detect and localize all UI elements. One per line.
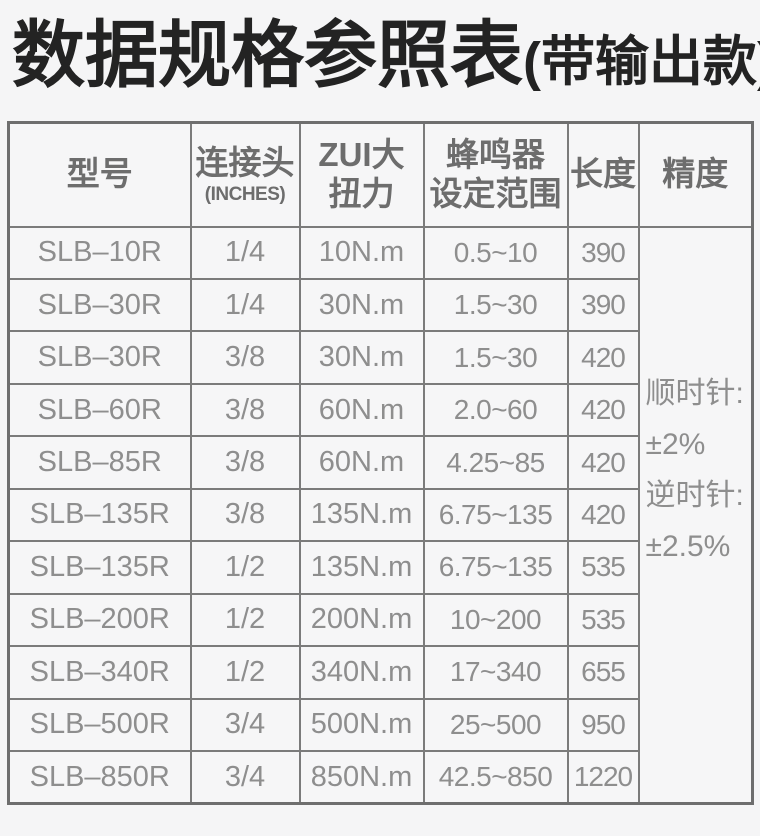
col-header-buzzer-line2: 设定范围 [429,174,562,212]
cell-length: 1220 [566,750,640,805]
col-header-connector-unit: (INCHES) [204,183,286,205]
page-title: 数据规格参照表(带输出款) [12,6,760,112]
precision-line: ±2.5% [645,529,731,563]
cell-model: SLB–500R [7,697,192,753]
cell-connector: 1/2 [189,592,301,648]
cell-connector: 3/8 [189,382,301,438]
table-row: SLB–10R 1/4 10N.m 0.5~10 390 顺时针: ±2% 逆时… [7,225,754,805]
cell-length: 390 [566,225,640,280]
cell-buzzer-range: 1.5~30 [422,330,569,385]
cell-length: 390 [566,277,640,333]
cell-buzzer-range: 2.0~60 [422,382,569,438]
table-row: SLB–500R 3/4 500N.m 25~500 950 [7,697,753,753]
cell-torque: 500N.m [298,697,425,753]
cell-connector: 1/2 [189,645,301,700]
col-header-connector: 连接头 (INCHES) [189,121,301,228]
cell-torque: 30N.m [298,277,425,333]
table-row: SLB–850R 3/4 850N.m 42.5~850 1220 [7,750,753,805]
cell-length: 420 [566,435,640,490]
cell-length: 420 [566,382,640,438]
cell-buzzer-range: 0.5~10 [422,225,569,280]
col-header-torque-line2: 扭力 [328,174,395,212]
cell-length: 420 [566,487,640,543]
page-title-suffix: (带输出款) [523,32,760,92]
cell-model: SLB–850R [7,750,192,805]
header-row: 型号 连接头 (INCHES) ZUI大 扭力 蜂鸣器 设定范围 长度 精度 [7,121,754,228]
cell-model: SLB–85R [7,435,192,490]
cell-model: SLB–30R [7,277,192,333]
cell-torque: 135N.m [298,487,425,543]
col-header-model-label: 型号 [66,155,133,193]
spec-table: 型号 连接头 (INCHES) ZUI大 扭力 蜂鸣器 设定范围 长度 精度 SLB–… [7,121,754,805]
cell-connector: 3/8 [189,435,301,490]
table-row: SLB–200R 1/2 200N.m 10~200 535 [7,592,753,648]
cell-model: SLB–30R [7,330,192,385]
precision-line: 逆时针: [645,478,744,512]
table-row: SLB–85R 3/8 60N.m 4.25~85 420 [7,435,753,490]
table-row: SLB–135R 1/2 135N.m 6.75~135 535 [7,540,753,595]
col-header-precision: 精度 [637,121,754,228]
cell-torque: 10N.m [298,225,425,280]
cell-length: 420 [566,330,640,385]
cell-buzzer-range: 42.5~850 [422,750,569,805]
table-row: SLB–30R 3/8 30N.m 1.5~30 420 [7,330,753,385]
cell-buzzer-range: 25~500 [422,697,569,753]
cell-buzzer-range: 6.75~135 [422,540,569,595]
table-row: SLB–60R 3/8 60N.m 2.0~60 420 [7,382,753,438]
cell-length: 655 [566,645,640,700]
cell-connector: 1/4 [189,277,301,333]
cell-connector: 3/4 [189,697,301,753]
cell-connector: 1/4 [189,225,301,280]
col-header-connector-label: 连接头 [195,143,295,181]
cell-model: SLB–60R [7,382,192,438]
cell-torque: 30N.m [298,330,425,385]
table-row: SLB–135R 3/8 135N.m 6.75~135 420 [7,487,753,543]
cell-connector: 3/8 [189,330,301,385]
col-header-length: 长度 [566,121,640,228]
cell-precision-note: 顺时针: ±2% 逆时针: ±2.5% [637,225,754,805]
cell-torque: 60N.m [298,435,425,490]
col-header-torque: ZUI大 扭力 [298,121,425,228]
col-header-buzzer: 蜂鸣器 设定范围 [422,121,569,228]
cell-model: SLB–10R [7,225,192,280]
precision-line: 顺时针: [645,376,744,410]
cell-model: SLB–135R [7,487,192,543]
cell-buzzer-range: 17~340 [422,645,569,700]
col-header-precision-label: 精度 [662,155,729,193]
cell-buzzer-range: 6.75~135 [422,487,569,543]
precision-line: ±2% [645,427,706,461]
cell-length: 535 [566,540,640,595]
cell-length: 535 [566,592,640,648]
page-title-main: 数据规格参照表 [12,15,523,96]
cell-model: SLB–340R [7,645,192,700]
col-header-torque-line1: ZUI大 [318,135,405,173]
cell-buzzer-range: 1.5~30 [422,277,569,333]
cell-connector: 3/4 [189,750,301,805]
col-header-length-label: 长度 [570,155,636,193]
cell-buzzer-range: 4.25~85 [422,435,569,490]
cell-torque: 200N.m [298,592,425,648]
cell-buzzer-range: 10~200 [422,592,569,648]
cell-torque: 135N.m [298,540,425,595]
cell-model: SLB–200R [7,592,192,648]
col-header-buzzer-line1: 蜂鸣器 [446,135,545,173]
cell-torque: 850N.m [298,750,425,805]
table-row: SLB–340R 1/2 340N.m 17~340 655 [7,645,753,700]
cell-torque: 60N.m [298,382,425,438]
cell-length: 950 [566,697,640,753]
cell-torque: 340N.m [298,645,425,700]
cell-model: SLB–135R [7,540,192,595]
cell-connector: 1/2 [189,540,301,595]
cell-connector: 3/8 [189,487,301,543]
table-row: SLB–30R 1/4 30N.m 1.5~30 390 [7,277,753,333]
col-header-model: 型号 [7,121,192,228]
